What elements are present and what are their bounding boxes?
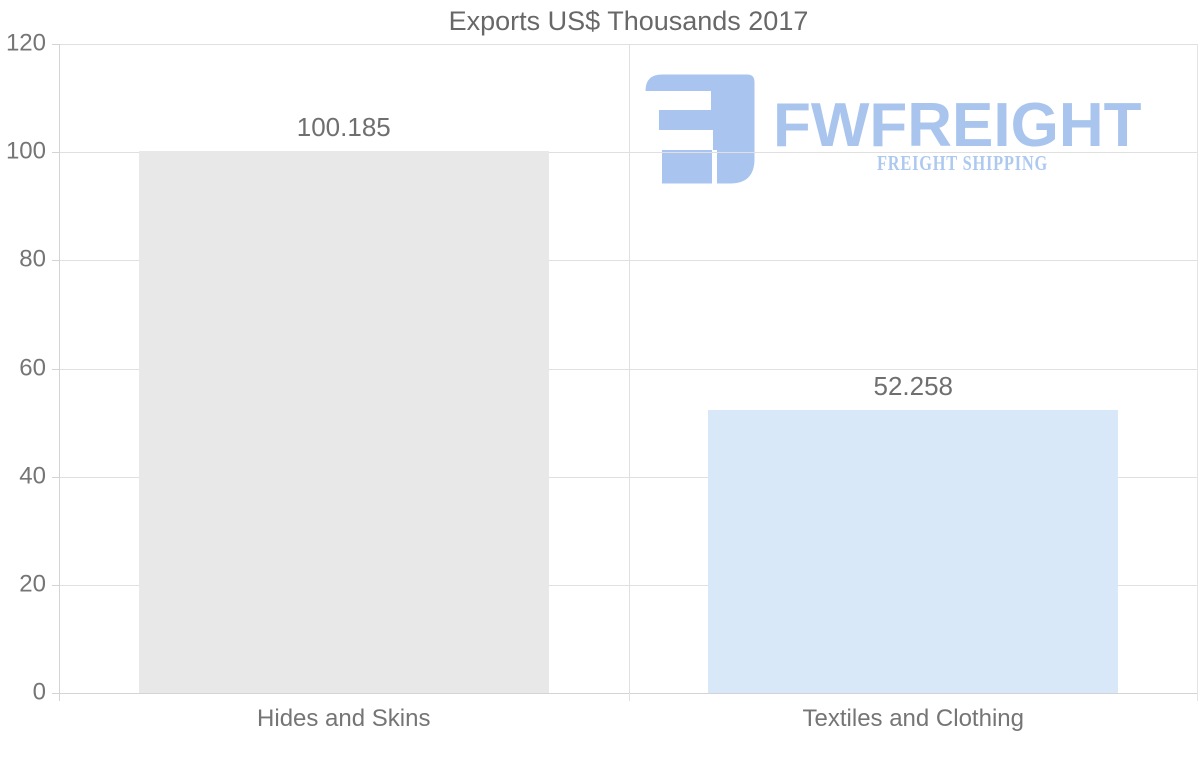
y-axis-tick-label: 40 — [19, 462, 46, 490]
y-axis-tick — [52, 585, 59, 586]
fwfreight-logo-icon — [645, 74, 755, 184]
y-axis-tick — [52, 152, 59, 153]
plot-area: 100.185 Hides and Skins 52.258 Textiles … — [6, 29, 1199, 732]
chart-title: Exports US$ Thousands 2017 — [448, 6, 809, 36]
x-axis-label-hides-and-skins: Hides and Skins — [257, 705, 431, 732]
y-axis-tick — [52, 260, 59, 261]
y-axis-tick — [52, 477, 59, 478]
bar-textiles-and-clothing — [708, 410, 1119, 693]
y-axis-tick — [52, 693, 59, 694]
y-axis-tick-label: 80 — [19, 245, 46, 273]
y-axis-tick-label: 0 — [32, 678, 46, 706]
category-slot-textiles-and-clothing: 52.258 Textiles and Clothing — [629, 44, 1199, 732]
bar-value-label: 100.185 — [296, 112, 391, 142]
y-axis-tick-label: 20 — [19, 570, 46, 598]
y-axis-tick — [52, 369, 59, 370]
x-axis-label-textiles-and-clothing: Textiles and Clothing — [802, 705, 1024, 732]
y-axis-tick-label: 60 — [19, 354, 46, 382]
category-divider-line — [628, 44, 630, 701]
y-axis-tick-label: 100 — [5, 137, 46, 165]
logo-brand-text: FWFREIGHT — [773, 91, 1142, 160]
y-axis-tick-label: 120 — [5, 29, 46, 57]
bar-hides-and-skins — [138, 151, 549, 693]
fwfreight-watermark: FWFREIGHT FREIGHT SHIPPING — [645, 74, 1165, 204]
logo-tagline-text: FREIGHT SHIPPING — [877, 151, 1049, 175]
y-axis-tick — [52, 44, 59, 45]
y-axis-line — [59, 44, 60, 701]
bar-value-label: 52.258 — [873, 371, 954, 401]
category-slot-hides-and-skins: 100.185 Hides and Skins — [59, 44, 629, 732]
plot-right-border — [1197, 44, 1198, 701]
